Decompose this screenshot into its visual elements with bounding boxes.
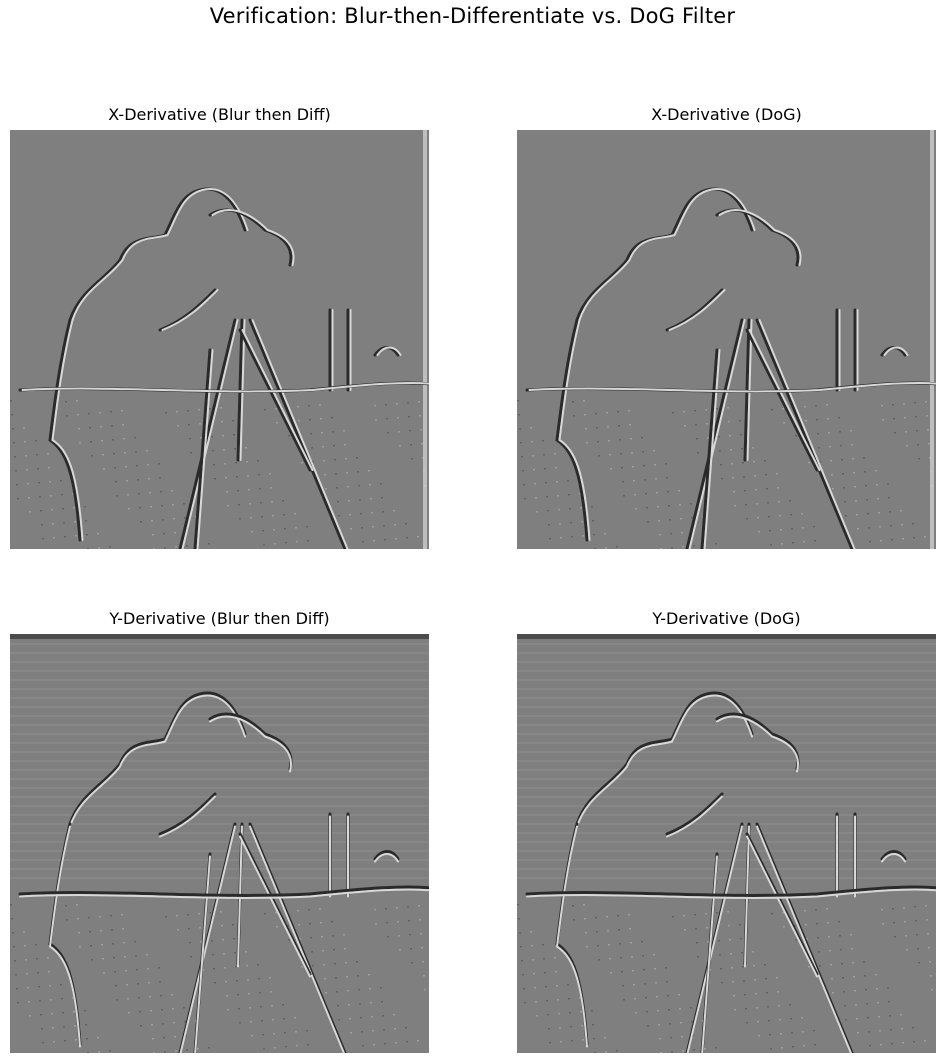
y-derivative-blur-image xyxy=(10,634,429,1053)
panel-title-y-blur: Y-Derivative (Blur then Diff) xyxy=(109,609,330,628)
x-derivative-dog-svg xyxy=(517,130,936,549)
panel-title-x-dog: X-Derivative (DoG) xyxy=(651,105,802,124)
panel-title-x-blur: X-Derivative (Blur then Diff) xyxy=(108,105,331,124)
x-derivative-blur-svg xyxy=(10,130,429,549)
y-derivative-dog-svg xyxy=(517,634,936,1053)
x-derivative-dog-image xyxy=(517,130,936,549)
y-derivative-dog-image xyxy=(517,634,936,1053)
figure-suptitle: Verification: Blur-then-Differentiate vs… xyxy=(209,4,736,28)
y-derivative-blur-svg xyxy=(10,634,429,1053)
x-derivative-blur-image xyxy=(10,130,429,549)
panel-title-y-dog: Y-Derivative (DoG) xyxy=(652,609,801,628)
